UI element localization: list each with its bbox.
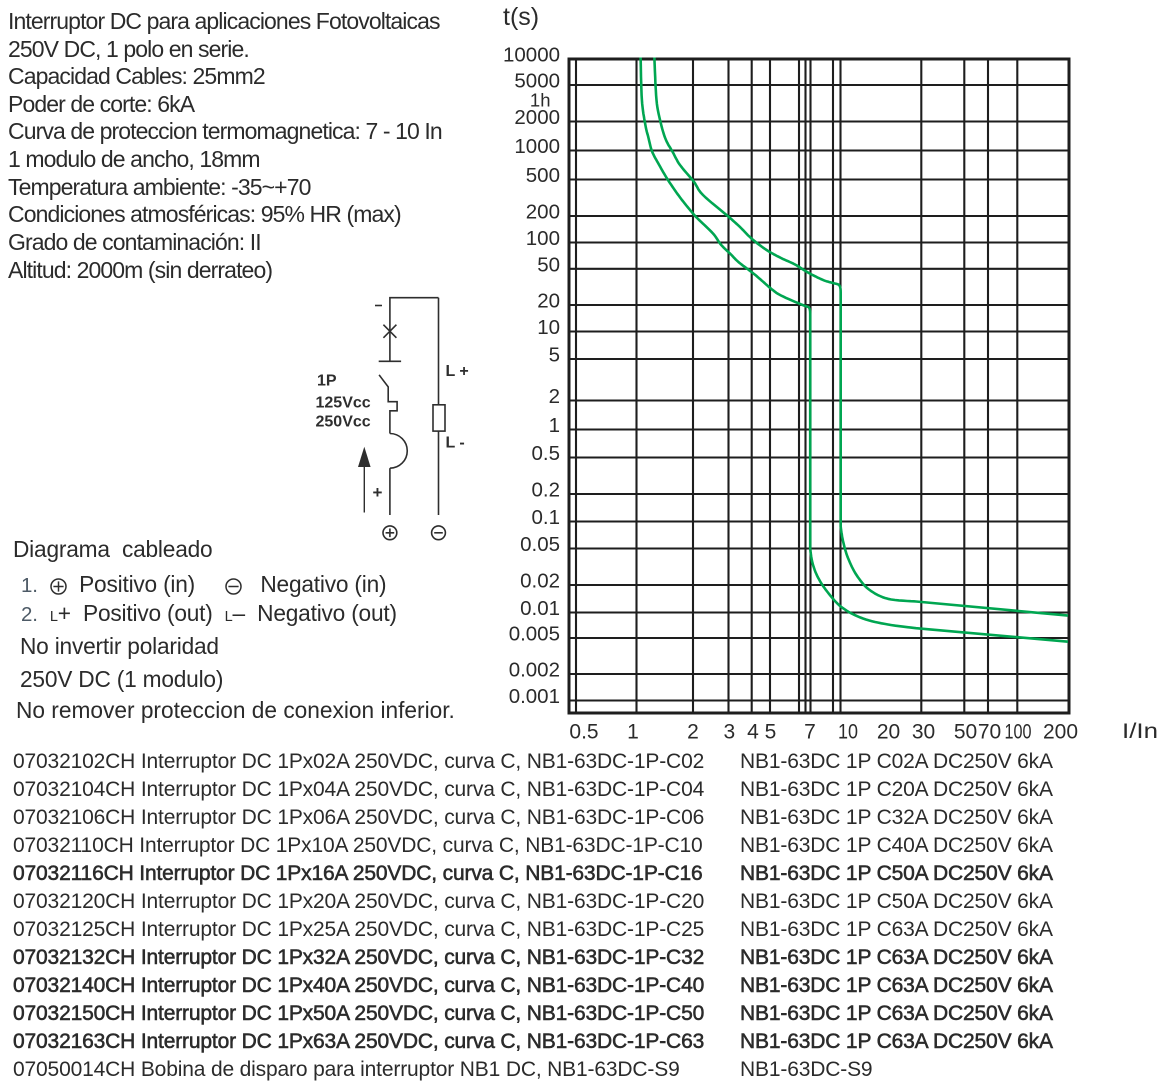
svg-text:20: 20 (537, 290, 560, 313)
svg-text:100: 100 (1005, 721, 1032, 744)
svg-text:t(s): t(s) (503, 3, 539, 31)
svg-text:10: 10 (537, 316, 560, 339)
svg-text:200: 200 (526, 201, 560, 224)
svg-text:10000: 10000 (503, 44, 560, 67)
svg-text:200: 200 (1043, 721, 1078, 744)
svg-text:0.01: 0.01 (520, 597, 560, 620)
svg-text:0.005: 0.005 (509, 623, 560, 646)
svg-text:7: 7 (804, 721, 816, 744)
svg-text:1: 1 (627, 721, 639, 744)
svg-text:0.5: 0.5 (569, 721, 598, 744)
svg-text:250Vcc: 250Vcc (316, 414, 371, 431)
svg-text:50: 50 (537, 253, 560, 276)
svg-text:50: 50 (954, 721, 977, 744)
svg-text:0.02: 0.02 (520, 570, 560, 593)
svg-text:1000: 1000 (514, 135, 560, 158)
svg-text:5000: 5000 (514, 70, 560, 93)
svg-text:1: 1 (549, 414, 560, 437)
svg-text:0.001: 0.001 (509, 685, 560, 708)
svg-text:70: 70 (978, 721, 1001, 744)
svg-text:0.002: 0.002 (509, 659, 560, 682)
svg-text:100: 100 (526, 227, 560, 250)
svg-text:500: 500 (526, 164, 560, 187)
svg-text:5: 5 (549, 344, 560, 367)
svg-text:I/In: I/In (1122, 719, 1158, 743)
svg-text:0.1: 0.1 (532, 506, 561, 529)
svg-text:2: 2 (687, 721, 699, 744)
svg-text:L +: L + (446, 363, 469, 380)
svg-text:L -: L - (446, 435, 465, 452)
svg-text:2: 2 (549, 385, 560, 408)
svg-text:0.2: 0.2 (532, 479, 561, 502)
svg-text:30: 30 (912, 721, 935, 744)
svg-text:+: + (373, 483, 383, 502)
svg-text:0.5: 0.5 (532, 442, 561, 465)
svg-text:3: 3 (723, 721, 735, 744)
svg-text:5: 5 (765, 721, 777, 744)
svg-text:1h: 1h (530, 90, 551, 111)
svg-text:125Vcc: 125Vcc (316, 394, 371, 411)
svg-text:20: 20 (877, 721, 900, 744)
svg-text:0.05: 0.05 (520, 533, 560, 556)
svg-text:1P: 1P (317, 373, 337, 390)
svg-text:10: 10 (838, 721, 858, 744)
svg-text:4: 4 (747, 721, 759, 744)
svg-text:2000: 2000 (514, 106, 560, 129)
